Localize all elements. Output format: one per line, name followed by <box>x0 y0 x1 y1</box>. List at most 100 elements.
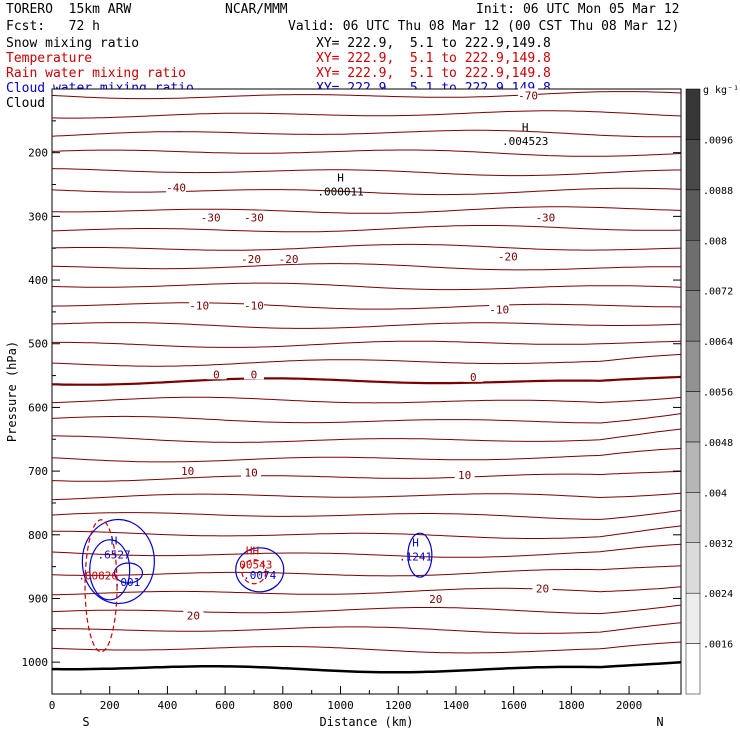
colorbar-tick-label: .0048 <box>703 438 733 449</box>
isotherm-label: -20 <box>498 250 518 263</box>
isotherm-line <box>51 447 682 463</box>
isotherm-label: 0 <box>470 371 477 384</box>
extremum-value: .004523 <box>502 135 548 148</box>
isotherm-label-bg <box>189 298 210 311</box>
isotherm-label: 20 <box>429 593 442 606</box>
forecast-hour: Fcst: 72 h <box>6 19 100 34</box>
colorbar-tick-label: .0016 <box>703 640 733 651</box>
isotherm-label-bg <box>497 249 518 262</box>
isotherm-line <box>51 322 682 329</box>
isotherm-label: -10 <box>244 300 264 313</box>
y-tick-label: 300 <box>28 210 48 223</box>
colorbar-segment <box>685 643 701 695</box>
y-tick-label: 200 <box>28 147 48 160</box>
colorbar-segment <box>685 240 701 291</box>
isotherm-label: 0 <box>213 368 220 381</box>
extremum-value: .6527 <box>97 549 130 562</box>
isotherm-line <box>51 263 682 271</box>
colorbar-tick-label: .0064 <box>703 337 733 348</box>
field-xy: XY= 222.9, 5.1 to 222.9,149.8 <box>316 51 551 66</box>
x-tick-label: 0 <box>49 699 56 712</box>
isotherm-label-bg <box>532 581 553 594</box>
x-tick-label: 800 <box>273 699 293 712</box>
isotherm-line <box>51 586 682 596</box>
isotherm-label: 10 <box>458 469 471 482</box>
colorbar-tick-label: .0072 <box>703 287 733 298</box>
isotherm-line <box>51 375 682 386</box>
isotherm-line <box>51 492 682 501</box>
y-tick-label: 500 <box>28 338 48 351</box>
y-tick-label: 1000 <box>22 656 49 669</box>
colorbar-segment <box>685 139 701 191</box>
isotherm-label-bg <box>489 302 510 315</box>
plot-frame <box>51 88 682 695</box>
colorbar-segment <box>685 441 701 493</box>
y-tick-label: 600 <box>28 401 48 414</box>
extremum-value: .001 <box>114 576 141 589</box>
field-label: Snow mixing ratio <box>6 36 140 51</box>
isotherm-line <box>51 91 682 100</box>
cloud-water-contour <box>89 539 131 601</box>
rain-water-contour <box>84 519 118 653</box>
x-tick-label: 200 <box>100 699 120 712</box>
isotherm-line <box>52 525 682 539</box>
x-tick-label: 2000 <box>616 699 643 712</box>
field-xy: XY= 222.9, 5.1 to 222.9,149.8 <box>316 36 551 51</box>
isotherm-line <box>51 187 682 196</box>
field-label: Temperature <box>6 51 93 66</box>
isotherm-label-bg <box>243 367 264 380</box>
x-axis-title: Distance (km) <box>320 715 414 729</box>
isotherm-label-bg <box>200 210 221 223</box>
colorbar-tick-label: .0088 <box>703 186 733 197</box>
cloud-water-contour <box>113 562 144 584</box>
isotherm-label-bg <box>243 298 264 311</box>
north-label: N <box>656 715 663 729</box>
isotherm-label: 20 <box>187 610 200 623</box>
isotherm-label: -30 <box>201 212 221 225</box>
extremum-marker: H <box>412 537 419 550</box>
model-name: TORERO 15km ARW <box>6 2 132 17</box>
colorbar-segment <box>685 492 701 544</box>
isotherm-label-bg <box>206 367 227 380</box>
x-tick-label: 1800 <box>558 699 585 712</box>
extremum-value: .0074 <box>243 569 276 582</box>
isotherm-line <box>51 641 682 654</box>
center-name: NCAR/MMM <box>225 2 288 17</box>
extremum-value: .00826 <box>78 570 118 583</box>
extremum-marker: H <box>337 172 344 185</box>
isotherm-label: -10 <box>189 300 209 313</box>
isotherm-label-bg <box>177 464 198 477</box>
field-label: Rain water mixing ratio <box>6 66 187 81</box>
isotherm-label-bg <box>241 252 262 265</box>
x-tick-label: 400 <box>157 699 177 712</box>
isotherm-label-bg <box>463 369 484 382</box>
isotherm-line <box>51 302 681 310</box>
isotherm-line <box>52 340 682 348</box>
colorbar-segment <box>685 189 701 241</box>
isotherm-line <box>51 282 682 291</box>
isotherm-line <box>51 565 682 577</box>
isotherm-label: 20 <box>536 582 549 595</box>
colorbar-segment <box>685 290 701 342</box>
colorbar-tick-label: .0024 <box>703 589 733 600</box>
isotherm-label: -40 <box>166 182 186 195</box>
y-tick-label: 800 <box>28 529 48 542</box>
isotherm-label: -20 <box>241 253 261 266</box>
colorbar-tick-label: .008 <box>703 236 727 247</box>
isotherm-label-bg <box>243 210 264 223</box>
x-tick-label: 1400 <box>443 699 470 712</box>
isotherm-line <box>51 110 682 119</box>
x-tick-label: 1600 <box>500 699 527 712</box>
isotherm-label: 0 <box>251 368 258 381</box>
colorbar-tick-label: .004 <box>703 488 727 499</box>
y-tick-label: 700 <box>28 465 48 478</box>
x-tick-label: 1000 <box>327 699 354 712</box>
x-tick-label: 600 <box>215 699 235 712</box>
y-tick-label: 900 <box>28 592 48 605</box>
cloud-water-contour <box>407 532 433 578</box>
isotherm-line <box>51 243 682 251</box>
isotherm-line <box>51 396 682 404</box>
valid-time: Valid: 06 UTC Thu 08 Mar 12 (00 CST Thu … <box>288 19 680 34</box>
extremum-value: .1241 <box>399 551 432 564</box>
isotherm-label: -20 <box>279 253 299 266</box>
